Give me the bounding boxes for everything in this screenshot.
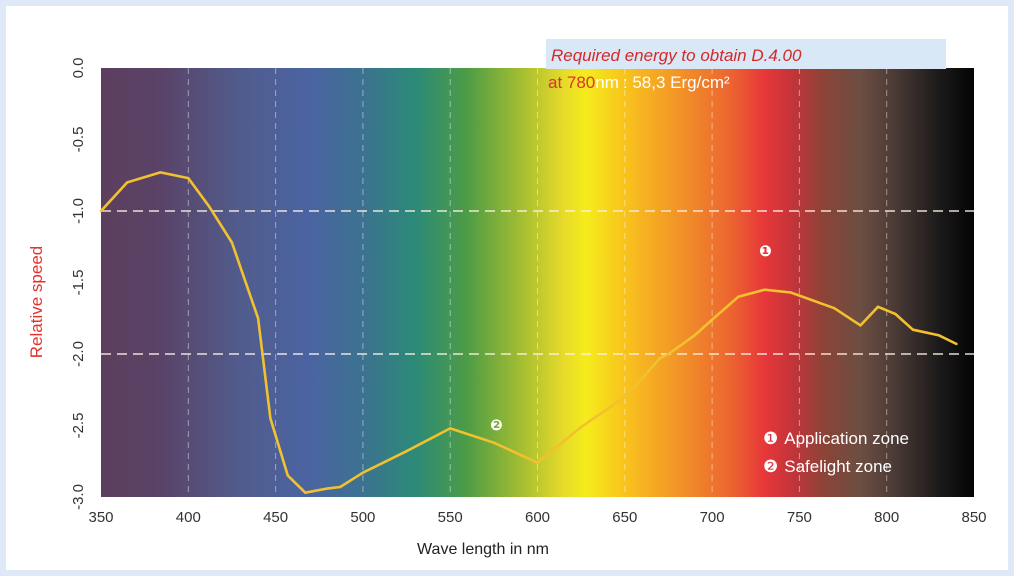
data-point bbox=[230, 241, 234, 244]
data-point bbox=[326, 487, 330, 490]
energy-annotation-at: at 780 bbox=[548, 73, 595, 92]
data-point bbox=[710, 318, 714, 321]
data-point bbox=[955, 342, 958, 346]
energy-annotation-box bbox=[546, 39, 946, 69]
data-point bbox=[763, 288, 766, 291]
data-point bbox=[833, 307, 836, 310]
legend-marker-1: ❶ bbox=[763, 429, 778, 448]
data-point bbox=[159, 171, 162, 174]
data-point bbox=[536, 461, 539, 464]
data-point bbox=[125, 181, 129, 184]
energy-annotation-unit: nm bbox=[595, 73, 619, 92]
energy-annotation-line: at 780nm: 58,3 Erg/cm² bbox=[548, 73, 730, 92]
data-point bbox=[789, 291, 792, 294]
y-tick-label: -2.0 bbox=[70, 341, 87, 367]
x-tick-label: 600 bbox=[525, 509, 550, 526]
data-point bbox=[937, 334, 941, 337]
x-axis-title: Wave length in nm bbox=[417, 541, 549, 558]
data-point bbox=[641, 377, 644, 380]
data-point bbox=[208, 205, 211, 208]
legend-item-safelight: ❷ Safelight zone bbox=[763, 457, 892, 476]
data-point bbox=[667, 352, 670, 356]
x-tick-label: 400 bbox=[176, 509, 201, 526]
data-point bbox=[859, 324, 862, 327]
x-tick-labels: 350 400 450 500 550 600 650 700 750 800 850 bbox=[88, 509, 986, 526]
data-point bbox=[737, 295, 740, 298]
data-point bbox=[339, 485, 342, 489]
energy-annotation-title: Required energy to obtain D.4.00 bbox=[551, 46, 802, 65]
data-point bbox=[658, 357, 661, 360]
y-tick-label: -1.5 bbox=[70, 270, 87, 296]
data-point bbox=[99, 209, 103, 213]
safelight-zone-marker: ❷ bbox=[490, 416, 503, 434]
y-tick-label: -1.0 bbox=[70, 198, 87, 224]
data-point bbox=[269, 417, 272, 420]
y-tick-label: -3.0 bbox=[70, 484, 87, 510]
data-point bbox=[876, 305, 880, 309]
y-tick-label: -2.5 bbox=[70, 413, 87, 439]
y-tick-labels: 0.0 -0.5 -1.0 -1.5 -2.0 -2.5 -3.0 bbox=[70, 58, 87, 510]
data-point bbox=[286, 474, 290, 477]
spectral-sensitivity-chart: 350 400 450 500 550 600 650 700 750 800 850 0.0 -0.… bbox=[27, 39, 987, 558]
application-zone-marker: ❶ bbox=[759, 242, 772, 260]
data-point bbox=[256, 317, 260, 320]
legend-label-safelight: Safelight zone bbox=[784, 457, 892, 476]
data-point bbox=[911, 328, 915, 331]
legend: ❶ Application zone ❷ Safelight zone bbox=[763, 429, 909, 476]
x-tick-label: 800 bbox=[874, 509, 899, 526]
chart-panel: 350 400 450 500 550 600 650 700 750 800 850 0.0 -0.… bbox=[6, 6, 1008, 570]
legend-label-application: Application zone bbox=[784, 429, 909, 448]
data-point bbox=[693, 334, 696, 337]
x-tick-label: 850 bbox=[961, 509, 986, 526]
data-point bbox=[492, 441, 496, 444]
grid-layer bbox=[101, 68, 974, 497]
x-tick-label: 500 bbox=[350, 509, 375, 526]
x-tick-label: 650 bbox=[612, 509, 637, 526]
x-tick-label: 350 bbox=[88, 509, 113, 526]
data-point bbox=[304, 491, 307, 494]
x-tick-label: 450 bbox=[263, 509, 288, 526]
y-tick-label: 0.0 bbox=[70, 58, 87, 79]
data-points bbox=[99, 171, 958, 494]
sensitivity-curve bbox=[100, 171, 958, 495]
data-point bbox=[623, 395, 626, 399]
data-point bbox=[361, 471, 365, 474]
data-point bbox=[405, 450, 408, 453]
data-point bbox=[579, 425, 583, 429]
y-axis-title: Relative speed bbox=[27, 246, 46, 358]
data-point bbox=[449, 427, 452, 430]
y-tick-label: -0.5 bbox=[70, 127, 87, 153]
legend-item-application: ❶ Application zone bbox=[763, 429, 909, 448]
x-tick-label: 750 bbox=[787, 509, 812, 526]
x-tick-label: 550 bbox=[438, 509, 463, 526]
data-point bbox=[187, 176, 190, 180]
data-point bbox=[894, 312, 897, 316]
x-tick-label: 700 bbox=[700, 509, 725, 526]
energy-annotation-value: : 58,3 Erg/cm² bbox=[623, 73, 730, 92]
legend-marker-2: ❷ bbox=[763, 457, 778, 476]
